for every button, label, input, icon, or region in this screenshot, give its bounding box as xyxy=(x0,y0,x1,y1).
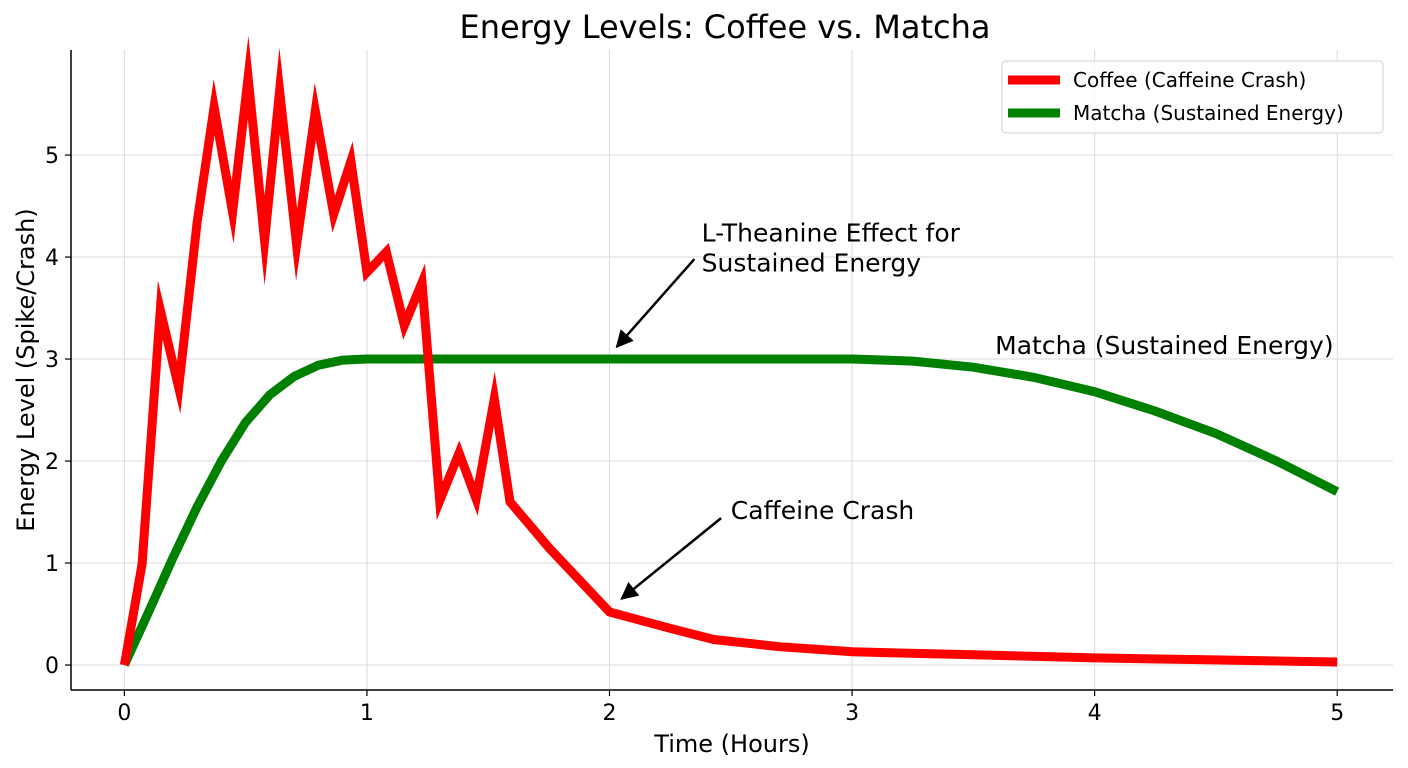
y-tick-label: 3 xyxy=(45,348,59,373)
y-tick-label: 1 xyxy=(45,552,59,577)
y-tick-label: 0 xyxy=(45,654,59,679)
y-tick-label: 2 xyxy=(45,450,59,475)
annotation-text: Matcha (Sustained Energy) xyxy=(995,331,1333,360)
legend-label: Coffee (Caffeine Crash) xyxy=(1073,68,1306,92)
y-tick-label: 5 xyxy=(45,144,59,169)
y-axis-label: Energy Level (Spike/Crash) xyxy=(12,208,40,531)
legend-label: Matcha (Sustained Energy) xyxy=(1073,101,1344,125)
legend: Coffee (Caffeine Crash) Matcha (Sustained… xyxy=(1001,60,1384,134)
x-tick-label: 1 xyxy=(360,701,374,726)
annotation-text: L-Theanine Effect for xyxy=(702,219,961,248)
chart-title: Energy Levels: Coffee vs. Matcha xyxy=(459,8,990,46)
series-line-coffee xyxy=(119,35,1338,667)
x-axis-label: Time (Hours) xyxy=(653,730,809,758)
series-group xyxy=(119,35,1340,667)
annotation-arrow xyxy=(615,258,696,349)
x-tick-label: 0 xyxy=(117,701,131,726)
y-tick-label: 4 xyxy=(45,246,59,271)
x-tick-label: 2 xyxy=(603,701,617,726)
x-tick-label: 5 xyxy=(1330,701,1344,726)
grid xyxy=(71,50,1393,690)
axes: 0 1 2 3 4 5 0 1 2 3 4 5 xyxy=(45,50,1393,726)
annotation-text: Caffeine Crash xyxy=(731,496,914,525)
x-tick-label: 4 xyxy=(1088,701,1102,726)
legend-box xyxy=(1001,60,1384,134)
series-line-matcha xyxy=(120,354,1340,667)
x-tick-label: 3 xyxy=(845,701,859,726)
annotation-text: Sustained Energy xyxy=(702,249,922,278)
annotation-arrow xyxy=(620,517,722,600)
